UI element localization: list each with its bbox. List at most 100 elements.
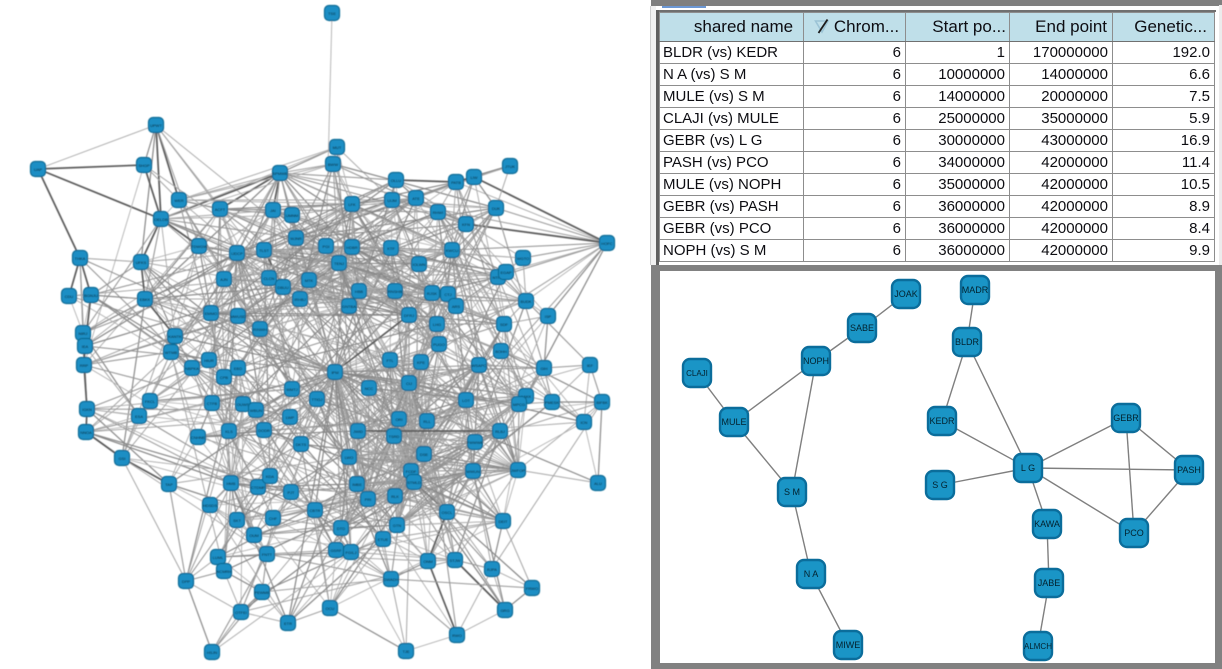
svg-text:CTDMF: CTDMF (251, 485, 266, 490)
svg-text:IOLWN: IOLWN (413, 262, 426, 267)
svg-text:GWADH: GWADH (383, 577, 398, 582)
svg-text:ALMCH: ALMCH (1024, 642, 1052, 651)
svg-text:HSJN: HSJN (207, 650, 218, 655)
svg-text:IMBE: IMBE (352, 482, 362, 487)
svg-text:MADR: MADR (962, 285, 989, 295)
svg-text:WER: WER (174, 198, 183, 203)
svg-text:PRI: PRI (365, 497, 372, 502)
svg-text:JOAK: JOAK (894, 289, 918, 299)
svg-text:IPM: IPM (331, 370, 338, 375)
svg-text:OLLU: OLLU (391, 178, 402, 183)
svg-text:WTMB: WTMB (165, 350, 178, 355)
svg-text:TTIGJ: TTIGJ (311, 397, 322, 402)
svg-text:HDSDS: HDSDS (203, 503, 217, 508)
svg-text:HOFC: HOFC (601, 241, 612, 246)
svg-text:WSAPC: WSAPC (472, 363, 487, 368)
svg-text:RHWI: RHWI (433, 210, 444, 215)
svg-text:UIJM: UIJM (387, 198, 396, 203)
svg-text:MWUSD: MWUSD (230, 314, 246, 319)
svg-text:SKT: SKT (233, 518, 241, 523)
svg-text:NCC: NCC (365, 386, 374, 391)
svg-text:MIWE: MIWE (836, 640, 861, 650)
svg-text:DEIT: DEIT (498, 519, 508, 524)
svg-text:OELDB: OELDB (154, 217, 168, 222)
svg-text:RLBJ: RLBJ (495, 429, 505, 434)
svg-text:BWW: BWW (328, 162, 338, 167)
svg-text:N A: N A (804, 569, 819, 579)
svg-text:PUGO: PUGO (433, 342, 445, 347)
svg-text:PCO: PCO (1124, 528, 1144, 538)
svg-text:GIH: GIH (540, 366, 547, 371)
svg-text:PGI: PGI (323, 244, 330, 249)
svg-text:OCU: OCU (326, 606, 335, 611)
svg-text:CTJ: CTJ (444, 292, 451, 297)
svg-text:GEBR: GEBR (1113, 413, 1139, 423)
svg-text:EGAP: EGAP (500, 270, 511, 275)
svg-text:ACFT: ACFT (215, 207, 226, 212)
svg-text:NBPKA: NBPKA (185, 366, 199, 371)
svg-text:WBUN: WBUN (250, 408, 262, 413)
svg-text:SDF: SDF (500, 322, 509, 327)
svg-text:RINWH: RINWH (253, 327, 267, 332)
svg-text:DFRJ: DFRJ (404, 313, 414, 318)
svg-text:OSCL: OSCL (442, 510, 454, 515)
svg-text:DBUU: DBUU (277, 285, 288, 290)
svg-text:RNSHB: RNSHB (388, 289, 402, 294)
svg-text:STJW: STJW (450, 558, 461, 563)
svg-text:PATB: PATB (451, 180, 461, 185)
svg-text:LWO: LWO (345, 455, 354, 460)
svg-text:RJSK: RJSK (427, 291, 438, 296)
svg-text:SABE: SABE (850, 323, 874, 333)
svg-text:HIUR: HIUR (204, 358, 214, 363)
svg-text:LUML: LUML (213, 555, 224, 560)
svg-text:BGNJU: BGNJU (84, 293, 98, 298)
svg-text:ALU: ALU (594, 481, 602, 486)
svg-text:NCMRH: NCMRH (217, 569, 232, 574)
svg-text:KDA: KDA (266, 474, 275, 479)
svg-text:LIW: LIW (470, 175, 477, 180)
svg-text:FGILJ: FGILJ (346, 550, 357, 555)
svg-text:IEF: IEF (587, 363, 594, 368)
svg-text:BOHH: BOHH (495, 349, 507, 354)
svg-text:FWWWE: FWWWE (467, 440, 484, 445)
svg-text:DSE: DSE (420, 452, 429, 457)
svg-text:TJE: TJE (402, 649, 409, 654)
svg-text:RRP: RRP (80, 363, 89, 368)
svg-text:S G: S G (932, 480, 948, 490)
svg-text:KTF: KTF (387, 246, 395, 251)
svg-text:GSRF: GSRF (330, 548, 342, 553)
svg-text:SPMWE: SPMWE (272, 171, 287, 176)
svg-text:JABE: JABE (1038, 578, 1061, 588)
svg-text:ESA: ESA (135, 414, 143, 419)
svg-text:KAWA: KAWA (1034, 519, 1060, 529)
svg-text:ICN: ICN (581, 420, 588, 425)
svg-text:LWP: LWP (286, 415, 295, 420)
svg-text:WJNR: WJNR (290, 236, 302, 241)
svg-text:DODR: DODR (258, 428, 270, 433)
svg-text:BIFBK: BIFBK (596, 400, 608, 405)
svg-text:DTD: DTD (337, 526, 345, 531)
svg-text:LFK: LFK (348, 202, 356, 207)
svg-text:CNHNE: CNHNE (191, 435, 206, 440)
svg-text:NNOA: NNOA (80, 430, 92, 435)
svg-text:KFN: KFN (462, 222, 470, 227)
svg-text:HDBR: HDBR (346, 245, 357, 250)
svg-text:PASH: PASH (1177, 465, 1201, 475)
svg-text:TAP: TAP (165, 482, 173, 487)
svg-text:DPP: DPP (182, 579, 191, 584)
svg-text:UFKS: UFKS (136, 260, 147, 265)
svg-text:TENJ: TENJ (334, 261, 344, 266)
svg-text:FNTT: FNTT (262, 552, 273, 557)
svg-text:CHF: CHF (269, 516, 278, 521)
svg-text:AJN: AJN (220, 277, 228, 282)
svg-text:TSRD: TSRD (389, 434, 400, 439)
svg-text:STMLD: STMLD (407, 480, 421, 485)
svg-text:WGTO: WGTO (517, 256, 529, 261)
svg-text:DUK: DUK (492, 206, 501, 211)
svg-text:ORI: ORI (395, 417, 402, 422)
svg-text:ARS: ARS (452, 304, 461, 309)
svg-text:TLST: TLST (259, 248, 269, 253)
svg-text:MUT: MUT (333, 145, 342, 150)
svg-text:UPWT: UPWT (150, 123, 162, 128)
svg-text:WMTJ: WMTJ (286, 387, 298, 392)
